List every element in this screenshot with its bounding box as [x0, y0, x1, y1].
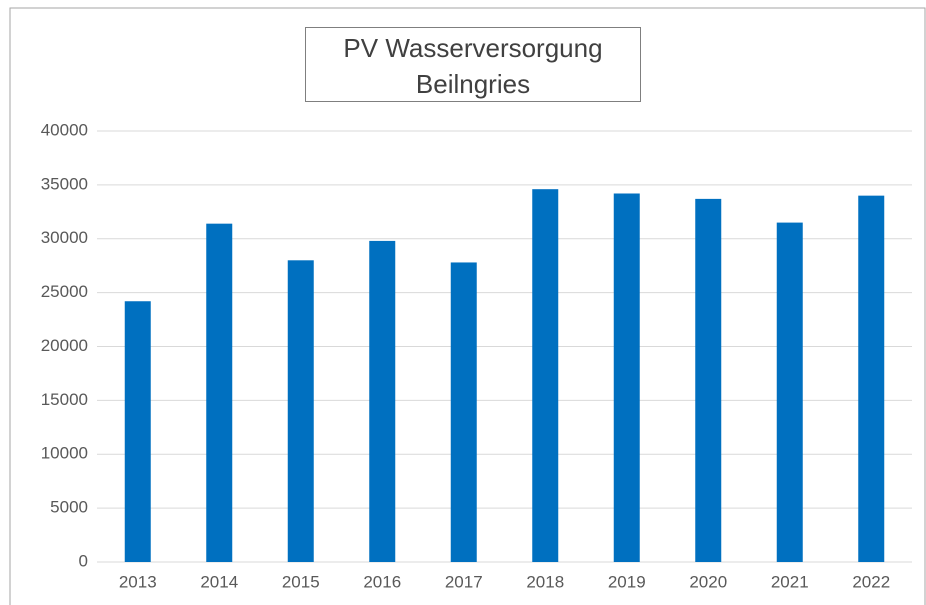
y-tick-label: 40000 — [41, 120, 88, 139]
y-tick-label: 5000 — [50, 498, 88, 517]
bar — [369, 240, 396, 562]
y-tick-label: 15000 — [41, 390, 88, 409]
y-tick-label: 30000 — [41, 228, 88, 247]
bar — [858, 195, 885, 562]
bar — [124, 301, 151, 562]
x-tick-label: 2020 — [689, 572, 727, 591]
bar — [613, 193, 640, 562]
x-tick-label: 2015 — [282, 572, 320, 591]
bar — [695, 198, 722, 562]
bar — [776, 222, 803, 562]
bar — [287, 260, 314, 562]
y-tick-label: 20000 — [41, 336, 88, 355]
bar — [532, 189, 559, 562]
x-tick-label: 2021 — [771, 572, 809, 591]
x-tick-label: 2014 — [200, 572, 238, 591]
chart-title: PV Wasserversorgung Beilngries — [305, 27, 641, 102]
chart-border — [9, 7, 926, 605]
bar — [450, 262, 477, 562]
y-tick-label: 25000 — [41, 282, 88, 301]
x-tick-label: 2019 — [608, 572, 646, 591]
y-tick-label: 10000 — [41, 444, 88, 463]
x-tick-label: 2022 — [852, 572, 890, 591]
x-tick-label: 2016 — [363, 572, 401, 591]
x-tick-label: 2018 — [526, 572, 564, 591]
x-tick-label: 2013 — [119, 572, 157, 591]
y-tick-label: 0 — [79, 551, 88, 570]
y-tick-label: 35000 — [41, 174, 88, 193]
x-tick-label: 2017 — [445, 572, 483, 591]
bar — [206, 223, 233, 563]
